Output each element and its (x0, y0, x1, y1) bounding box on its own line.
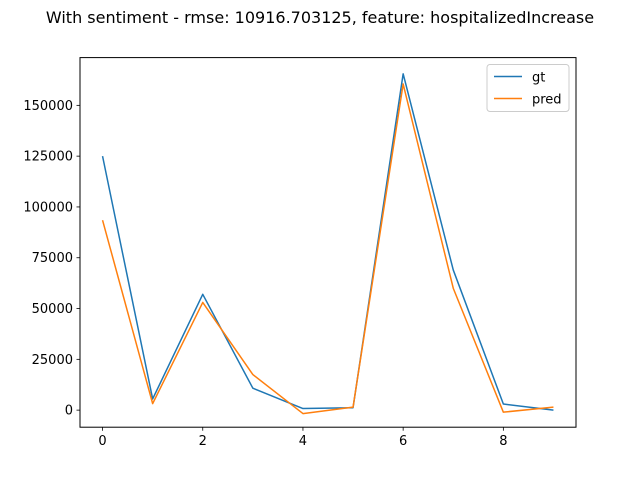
series-line-gt (101, 73, 554, 411)
series-layer (101, 73, 554, 415)
x-tick-label: 0 (98, 434, 106, 449)
y-tick-label: 75000 (32, 251, 73, 266)
plot-frame (79, 57, 577, 428)
legend-label-pred: pred (532, 93, 562, 108)
series-line-pred (101, 83, 554, 415)
x-tick-label: 4 (299, 434, 307, 449)
y-tick-label: 50000 (32, 302, 73, 317)
x-axis: 0 2 4 6 8 (98, 427, 507, 449)
y-tick-label: 125000 (23, 150, 73, 165)
y-tick-label: 25000 (32, 353, 73, 368)
y-tick-label: 0 (65, 404, 73, 419)
y-axis: 0 25000 50000 75000 100000 125000 150000 (23, 99, 80, 419)
legend: gt pred (486, 64, 570, 112)
chart-title: With sentiment - rmse: 10916.703125, fea… (46, 8, 594, 27)
legend-label-gt: gt (532, 71, 545, 86)
x-tick-label: 2 (199, 434, 207, 449)
x-tick-label: 6 (399, 434, 407, 449)
x-tick-label: 8 (499, 434, 507, 449)
y-tick-label: 150000 (23, 99, 73, 114)
y-tick-label: 100000 (23, 200, 73, 215)
